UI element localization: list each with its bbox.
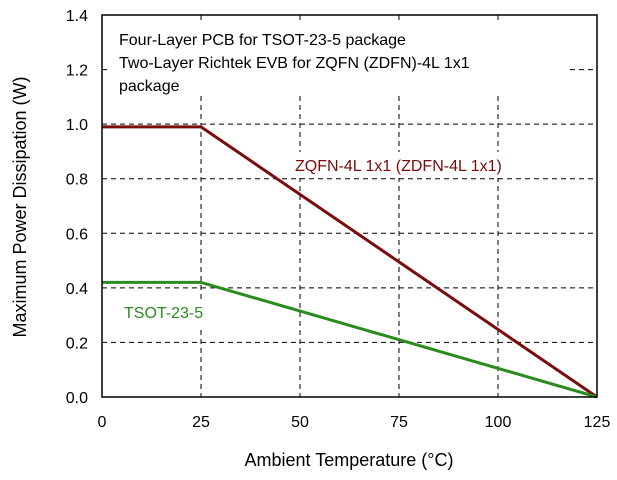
tsot-label-bg [118, 300, 230, 326]
y-tick-label: 1.2 [66, 63, 88, 80]
annotation-line-1: Four-Layer PCB for TSOT-23-5 package [119, 32, 406, 49]
y-axis-label: Maximum Power Dissipation (W) [10, 76, 30, 337]
series-label-zqfn: ZQFN-4L 1x1 (ZDFN-4L 1x1) [295, 158, 502, 175]
ticks: 0 25 50 75 100 125 0.0 0.2 0.4 0.6 0.8 1.0 1.2 1.4 [66, 8, 611, 431]
x-tick-label: 0 [98, 414, 107, 431]
y-tick-label: 0.0 [66, 390, 88, 407]
plot-frame [101, 14, 598, 398]
zqfn-label-bg [288, 152, 566, 178]
series-line-zqfn [102, 125, 598, 399]
y-tick-label: 0.6 [66, 226, 88, 243]
x-tick-label: 50 [291, 414, 309, 431]
y-tick-label: 0.2 [66, 335, 88, 352]
x-tick-label: 125 [584, 414, 611, 431]
x-tick-label: 100 [485, 414, 512, 431]
series [102, 125, 598, 399]
series-line-tsot [102, 280, 598, 399]
annotation-line-3: package [119, 78, 180, 95]
y-tick-label: 0.8 [66, 172, 88, 189]
annotation-line-2: Two-Layer Richtek EVB for ZQFN (ZDFN)-4L… [119, 55, 470, 72]
series-label-tsot: TSOT-23-5 [124, 305, 203, 322]
x-tick-label: 25 [192, 414, 210, 431]
y-tick-label: 1.0 [66, 117, 88, 134]
y-tick-label: 0.4 [66, 281, 88, 298]
x-tick-label: 75 [390, 414, 408, 431]
annotation-box [109, 21, 569, 93]
y-tick-label: 1.4 [66, 8, 88, 25]
x-axis-label: Ambient Temperature (°C) [245, 450, 454, 470]
